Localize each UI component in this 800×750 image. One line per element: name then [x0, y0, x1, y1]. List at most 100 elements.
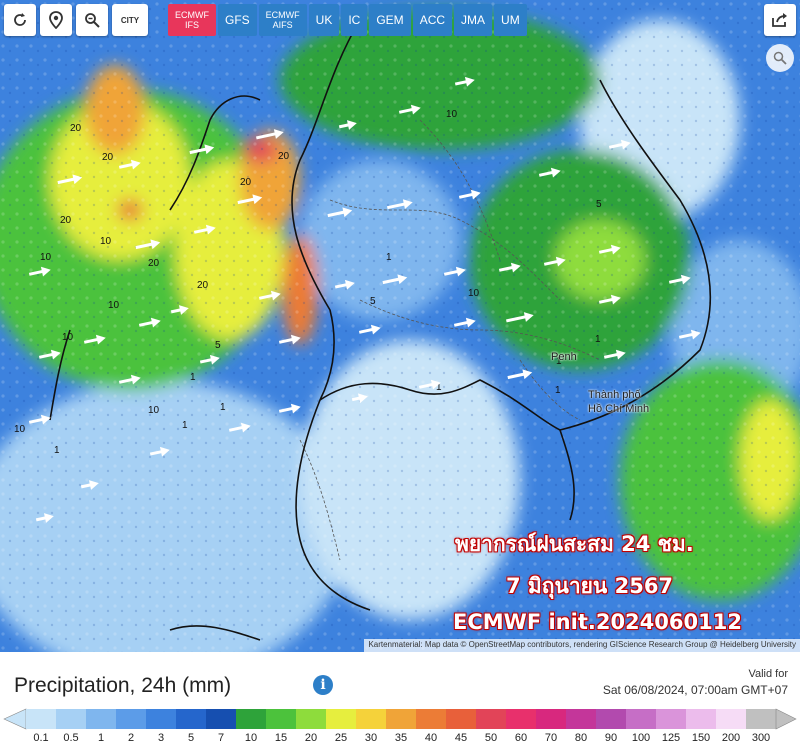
- model-tab-ic[interactable]: IC: [341, 4, 368, 36]
- wind-arrow: [358, 324, 381, 335]
- screenshot-zoom-icon[interactable]: [766, 44, 794, 72]
- scale-swatch: [446, 709, 477, 729]
- scale-tick-label: 5: [187, 732, 195, 744]
- contour-value-label: 10: [108, 300, 120, 311]
- wind-arrow: [327, 207, 353, 218]
- scale-swatch: [626, 709, 657, 729]
- wind-arrow: [443, 266, 466, 277]
- legend-title: Precipitation, 24h (mm): [14, 674, 232, 697]
- contour-value-label: 1: [54, 445, 60, 456]
- borders: [299, 119, 601, 561]
- model-tab-label: GFS: [225, 13, 250, 27]
- wind-arrow: [386, 199, 413, 210]
- precipitation-map[interactable]: 20 20 20 10 20 10 20 10 20 10 1 1 10 5 1 1 10 1 1 1 10 1 1 5 10 5…: [0, 0, 800, 652]
- contour-value-label: 10: [62, 332, 74, 343]
- contour-value-label: 10: [468, 288, 480, 299]
- wind-arrow: [538, 167, 561, 178]
- city-toggle-icon[interactable]: CITY: [112, 4, 148, 36]
- scale-tick-label: 0.5: [63, 732, 79, 744]
- model-selector: ECMWF IFS GFS ECMWF AIFS UK IC GEM ACC JMA UM: [168, 4, 527, 36]
- scale-tick-label: 1: [97, 732, 105, 744]
- coastlines: [49, 19, 712, 641]
- refresh-icon[interactable]: [4, 4, 36, 36]
- wind-arrow: [83, 334, 106, 345]
- scale-swatch: [596, 709, 627, 729]
- wind-arrow: [80, 480, 99, 490]
- model-tab-gfs[interactable]: GFS: [218, 4, 257, 36]
- scale-tick-label: 30: [364, 732, 378, 744]
- scale-swatch: [206, 709, 237, 729]
- model-tab-label: ECMWF: [175, 10, 209, 20]
- wind-arrow: [28, 414, 51, 425]
- contour-value-label: 5: [215, 340, 221, 351]
- wind-arrow: [118, 374, 141, 385]
- scale-swatch: [536, 709, 567, 729]
- wind-arrow: [598, 294, 621, 305]
- contour-value-label: 5: [596, 199, 602, 210]
- scale-swatch: [296, 709, 327, 729]
- wind-arrow: [458, 189, 481, 200]
- scale-tick-label: 200: [721, 732, 741, 744]
- model-tab-label: JMA: [461, 13, 486, 27]
- wind-arrow: [57, 174, 83, 185]
- scale-swatch: [236, 709, 267, 729]
- contour-value-label: 20: [148, 258, 160, 269]
- wind-arrow: [199, 354, 220, 365]
- contour-labels: 2020201020102010201011105111011110115105…: [14, 109, 602, 456]
- model-tab-uk[interactable]: UK: [308, 4, 340, 36]
- wind-arrow: [418, 379, 441, 390]
- city-label-hcm-1: Thành phố: [588, 389, 641, 401]
- color-scale: [3, 708, 797, 730]
- wind-arrow: [398, 104, 421, 115]
- scale-tick-label: 25: [334, 732, 348, 744]
- contour-value-label: 1: [190, 372, 196, 383]
- scale-swatch: [506, 709, 537, 729]
- info-icon[interactable]: i: [313, 675, 333, 695]
- scale-tick-label: 100: [631, 732, 651, 744]
- scale-tick-label: 60: [514, 732, 528, 744]
- model-tab-label: ECMWF: [265, 10, 300, 20]
- map-canvas: [0, 0, 800, 652]
- scale-swatch: [326, 709, 357, 729]
- contour-value-label: 5: [370, 296, 376, 307]
- contour-value-label: 1: [386, 252, 392, 263]
- scale-tick-label: 40: [424, 732, 438, 744]
- scale-tick-label: 15: [274, 732, 288, 744]
- wind-arrow: [258, 290, 281, 301]
- contour-value-label: 10: [148, 405, 160, 416]
- contour-value-label: 1: [182, 420, 188, 431]
- zoom-icon[interactable]: [76, 4, 108, 36]
- model-tab-ecmwf-aifs[interactable]: ECMWF AIFS: [258, 4, 307, 36]
- contour-value-label: 20: [240, 177, 252, 188]
- scale-tick-label: 90: [604, 732, 618, 744]
- model-tab-gem[interactable]: GEM: [369, 4, 411, 36]
- wind-arrow: [453, 317, 476, 328]
- scale-swatch: [86, 709, 117, 729]
- model-tab-jma[interactable]: JMA: [454, 4, 493, 36]
- model-tab-um[interactable]: UM: [494, 4, 527, 36]
- contour-value-label: 1: [220, 402, 226, 413]
- scale-max-arrow: [775, 708, 797, 730]
- scale-swatch: [746, 709, 777, 729]
- scale-tick-label: 10: [244, 732, 258, 744]
- scale-tick-label: 125: [661, 732, 681, 744]
- location-pin-icon[interactable]: [40, 4, 72, 36]
- texture: [0, 0, 800, 652]
- scale-swatch: [416, 709, 447, 729]
- scale-tick-label: 300: [751, 732, 771, 744]
- contour-value-label: 1: [555, 385, 561, 396]
- city-toggle-label: CITY: [120, 15, 140, 25]
- scale-tick-label: 80: [574, 732, 588, 744]
- wind-arrow: [189, 144, 215, 155]
- scale-swatch: [56, 709, 87, 729]
- wind-arrow: [608, 139, 631, 150]
- scale-swatch: [146, 709, 177, 729]
- model-tab-acc[interactable]: ACC: [412, 4, 453, 36]
- forecast-caption-line3: ECMWF init.2024060112: [453, 610, 742, 634]
- wind-arrow: [338, 120, 357, 130]
- model-tab-ecmwf-ifs[interactable]: ECMWF IFS: [168, 4, 216, 36]
- scale-swatch: [116, 709, 147, 729]
- wind-arrow: [228, 422, 251, 433]
- share-icon[interactable]: [764, 4, 796, 36]
- legend-panel: [0, 652, 800, 750]
